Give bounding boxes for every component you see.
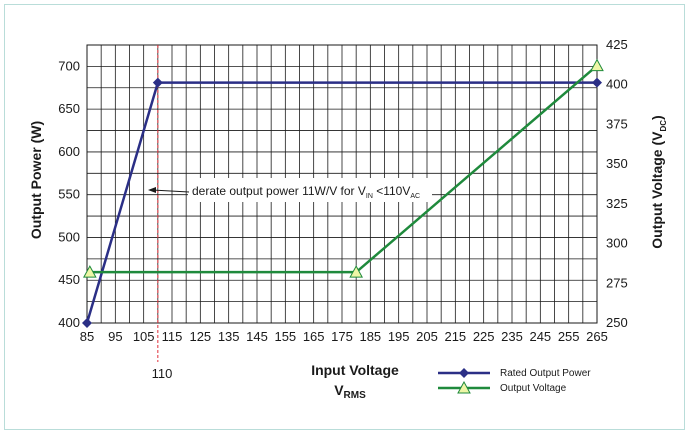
annotation-text-main: derate output power 11W/V for V (192, 184, 366, 198)
x-tick-label: 105 (133, 329, 155, 344)
series-point-rated-output-power (592, 77, 602, 88)
x-tick-label: 235 (501, 329, 523, 344)
annotation-text-sub1: IN (366, 193, 373, 200)
x-tick-label: 155 (274, 329, 296, 344)
y-right-tick-label: 375 (606, 116, 628, 131)
x-tick-label: 95 (108, 329, 122, 344)
annotation-arrow-line (151, 189, 190, 193)
legend-label-rated-output-power: Rated Output Power (500, 368, 591, 379)
y-left-tick-label: 500 (58, 229, 80, 244)
x-tick-label: 165 (303, 329, 325, 344)
annotation-text-sub2: AC (410, 193, 420, 200)
y-axis-left-title: Output Power (W) (28, 121, 44, 239)
legend-label-output-voltage: Output Voltage (500, 383, 567, 394)
x-tick-label: 245 (529, 329, 551, 344)
series-point-output-voltage (82, 265, 97, 278)
x-tick-label: 265 (586, 329, 608, 344)
legend-marker-output-voltage (457, 380, 471, 394)
x-tick-label: 85 (80, 329, 94, 344)
x-tick-label: 185 (359, 329, 381, 344)
y-right-tick-label: 325 (606, 196, 628, 211)
x-tick-label: 195 (388, 329, 410, 344)
y-right-tick-label: 275 (606, 275, 628, 290)
tick-labels: 85 95 105 115 125 135 145 155 165 175 185 195 205 215… (58, 37, 627, 344)
x-axis-subtitle-sub: RMS (344, 390, 367, 401)
y-left-tick-label: 650 (58, 101, 80, 116)
annotation-arrow-head (148, 187, 156, 193)
annotation-text-mid: <110V (373, 184, 410, 198)
legend-marker-rated-output-power (459, 368, 469, 378)
x-axis-title: Input Voltage (311, 362, 399, 378)
y-left-tick-label: 400 (58, 315, 80, 330)
series-point-rated-output-power (152, 77, 163, 88)
x-tick-label: 145 (246, 329, 268, 344)
series-point-output-voltage (349, 265, 364, 278)
x-tick-label: 255 (558, 329, 580, 344)
annotation-background (188, 178, 432, 202)
x-tick-label: 215 (444, 329, 466, 344)
y-right-tick-label: 425 (606, 37, 628, 52)
x-tick-label: 225 (473, 329, 495, 344)
y-left-tick-label: 450 (58, 272, 80, 287)
x-tick-label: 135 (218, 329, 240, 344)
y-left-tick-label: 700 (58, 58, 80, 73)
x-tick-label: 175 (331, 329, 353, 344)
y-right-tick-label: 350 (606, 156, 628, 171)
y-left-tick-label: 550 (58, 187, 80, 202)
x-axis-subtitle-main: V (334, 382, 344, 398)
series-point-rated-output-power (82, 318, 92, 328)
x-tick-label: 205 (416, 329, 438, 344)
y-right-tick-label: 300 (606, 236, 628, 251)
y-axis-right-title: Output Voltage (VDC) (649, 115, 668, 248)
series-point-output-voltage (590, 58, 604, 72)
annotation-text: derate output power 11W/V for VIN <110VA… (192, 184, 420, 200)
y-axis-right-title-sub: DC (659, 120, 668, 132)
series-group (82, 58, 604, 328)
x-tick-label: 125 (189, 329, 211, 344)
annotation: derate output power 11W/V for VIN <110VA… (148, 178, 432, 202)
marker-line-label: 110 (152, 366, 173, 381)
x-tick-label: 115 (162, 329, 183, 344)
y-left-tick-label: 600 (58, 144, 80, 159)
x-axis-subtitle: VRMS (334, 382, 366, 401)
y-right-tick-label: 400 (606, 77, 628, 92)
y-axis-right-title-end: ) (649, 115, 665, 120)
y-axis-right-title-main: Output Voltage (V (649, 131, 665, 249)
legend: Rated Output Power Output Voltage (438, 368, 591, 394)
y-right-tick-label: 250 (606, 315, 628, 330)
